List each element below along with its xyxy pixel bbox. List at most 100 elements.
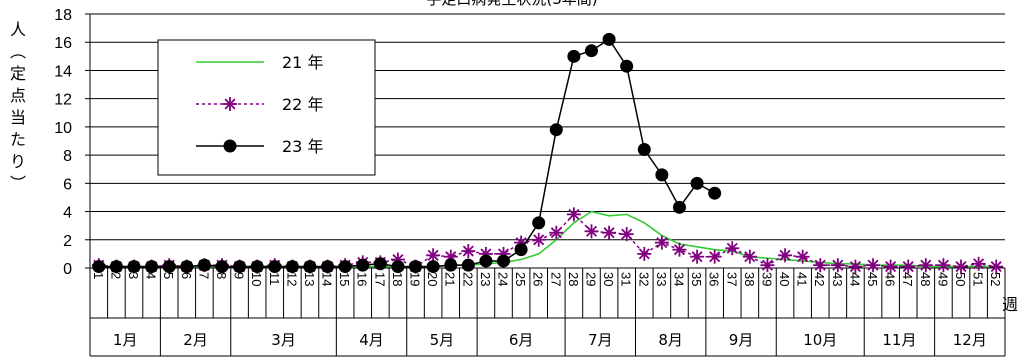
data-point	[373, 257, 387, 271]
data-point	[654, 235, 669, 250]
month-label: 7月	[588, 331, 613, 349]
x-tick-label: 20	[425, 272, 440, 286]
data-point	[954, 259, 969, 274]
x-tick-label: 50	[953, 272, 968, 286]
legend: 21 年 22 年 23 年	[157, 39, 376, 176]
series-line	[98, 210, 997, 268]
data-point	[549, 225, 564, 240]
x-tick-label: 35	[689, 272, 704, 286]
x-tick-label: 4	[144, 272, 159, 279]
data-point	[197, 258, 211, 272]
x-tick-label: 15	[337, 272, 352, 286]
data-point	[145, 260, 159, 274]
data-point	[848, 259, 863, 274]
x-tick-label: 12	[284, 272, 299, 286]
data-point	[409, 260, 423, 274]
month-axis: 1月 2月 3月 4月 5月 6月 7月 8月 9月 10月 11月 12月	[89, 317, 1006, 357]
x-tick-label: 27	[548, 272, 563, 286]
data-point	[531, 232, 546, 247]
x-tick-label: 9	[232, 272, 247, 279]
data-point	[215, 260, 229, 274]
x-tick-label: 23	[478, 272, 493, 286]
data-point	[444, 258, 458, 272]
data-point	[549, 123, 563, 137]
data-point	[672, 200, 686, 214]
data-point	[426, 248, 441, 263]
x-tick-label: 1	[91, 272, 106, 279]
data-point	[514, 243, 528, 257]
y-label-char: ︶	[10, 174, 26, 193]
x-tick-label: 13	[302, 272, 317, 286]
month-label: 11月	[882, 331, 916, 349]
data-point	[795, 249, 810, 264]
x-tick-label: 47	[900, 272, 915, 286]
month-label: 10月	[803, 331, 837, 349]
data-point	[461, 244, 476, 259]
data-point	[707, 249, 722, 264]
y-tick-label: 18	[54, 7, 72, 24]
x-tick-label: 33	[654, 272, 669, 286]
data-point	[162, 260, 176, 274]
x-tick-label: 18	[390, 272, 405, 286]
series-group	[91, 32, 1004, 274]
chart-title: 手足口病発生状況(3年間)	[426, 0, 597, 8]
data-point	[268, 260, 282, 274]
data-point	[321, 260, 335, 274]
data-point	[620, 59, 634, 73]
series-3	[92, 32, 722, 274]
y-label-char: ︵	[10, 42, 26, 61]
data-point	[619, 227, 634, 242]
data-point	[223, 139, 237, 153]
data-point	[338, 260, 352, 274]
x-axis-label: 週	[1002, 295, 1018, 314]
data-point	[391, 260, 405, 274]
series-line	[98, 213, 997, 268]
data-point	[883, 259, 898, 274]
y-label-char: 点	[10, 86, 26, 105]
data-point	[180, 260, 194, 274]
data-point	[971, 256, 986, 271]
data-point	[584, 44, 598, 58]
x-tick-label: 40	[777, 272, 792, 286]
x-tick-label: 36	[707, 272, 722, 286]
data-point	[690, 249, 705, 264]
x-tick-label: 48	[918, 272, 933, 286]
legend-label: 23 年	[282, 137, 323, 156]
data-point	[127, 260, 141, 274]
data-point	[479, 254, 493, 268]
legend-box	[157, 39, 376, 176]
y-axis: 0 2 4 6 8 10 12 14 16 18	[54, 7, 90, 278]
data-point	[813, 258, 828, 273]
series-2	[91, 207, 1004, 274]
x-tick-label: 32	[636, 272, 651, 286]
month-label: 12月	[953, 331, 987, 349]
data-point	[303, 260, 317, 274]
x-tick-label: 28	[566, 272, 581, 286]
x-tick-label: 41	[795, 272, 810, 286]
data-point	[655, 168, 669, 182]
data-point	[532, 216, 546, 230]
y-tick-label: 16	[54, 35, 72, 52]
x-tick-label: 45	[865, 272, 880, 286]
y-tick-label: 10	[54, 120, 72, 137]
y-tick-label: 6	[63, 176, 72, 193]
data-point	[461, 258, 475, 272]
x-tick-label: 10	[249, 272, 264, 286]
data-point	[866, 258, 881, 273]
x-tick-label: 49	[935, 272, 950, 286]
x-tick-label: 7	[196, 272, 211, 279]
x-tick-label: 51	[971, 272, 986, 286]
x-tick-label: 21	[443, 272, 458, 286]
x-tick-label: 34	[671, 272, 686, 286]
x-axis: 1 2 3 4 5 6 7 8 9 10 11 12 13 14 15 16 17 18 19 20 21 22 23 24 2…	[89, 268, 1006, 318]
x-tick-label: 37	[724, 272, 739, 286]
y-tick-label: 2	[63, 233, 72, 250]
data-point	[584, 224, 599, 239]
data-point	[285, 260, 299, 274]
month-label: 3月	[271, 331, 296, 349]
data-point	[637, 142, 651, 156]
data-point	[830, 258, 845, 273]
data-point	[233, 260, 247, 274]
y-label-char: 定	[10, 64, 26, 83]
